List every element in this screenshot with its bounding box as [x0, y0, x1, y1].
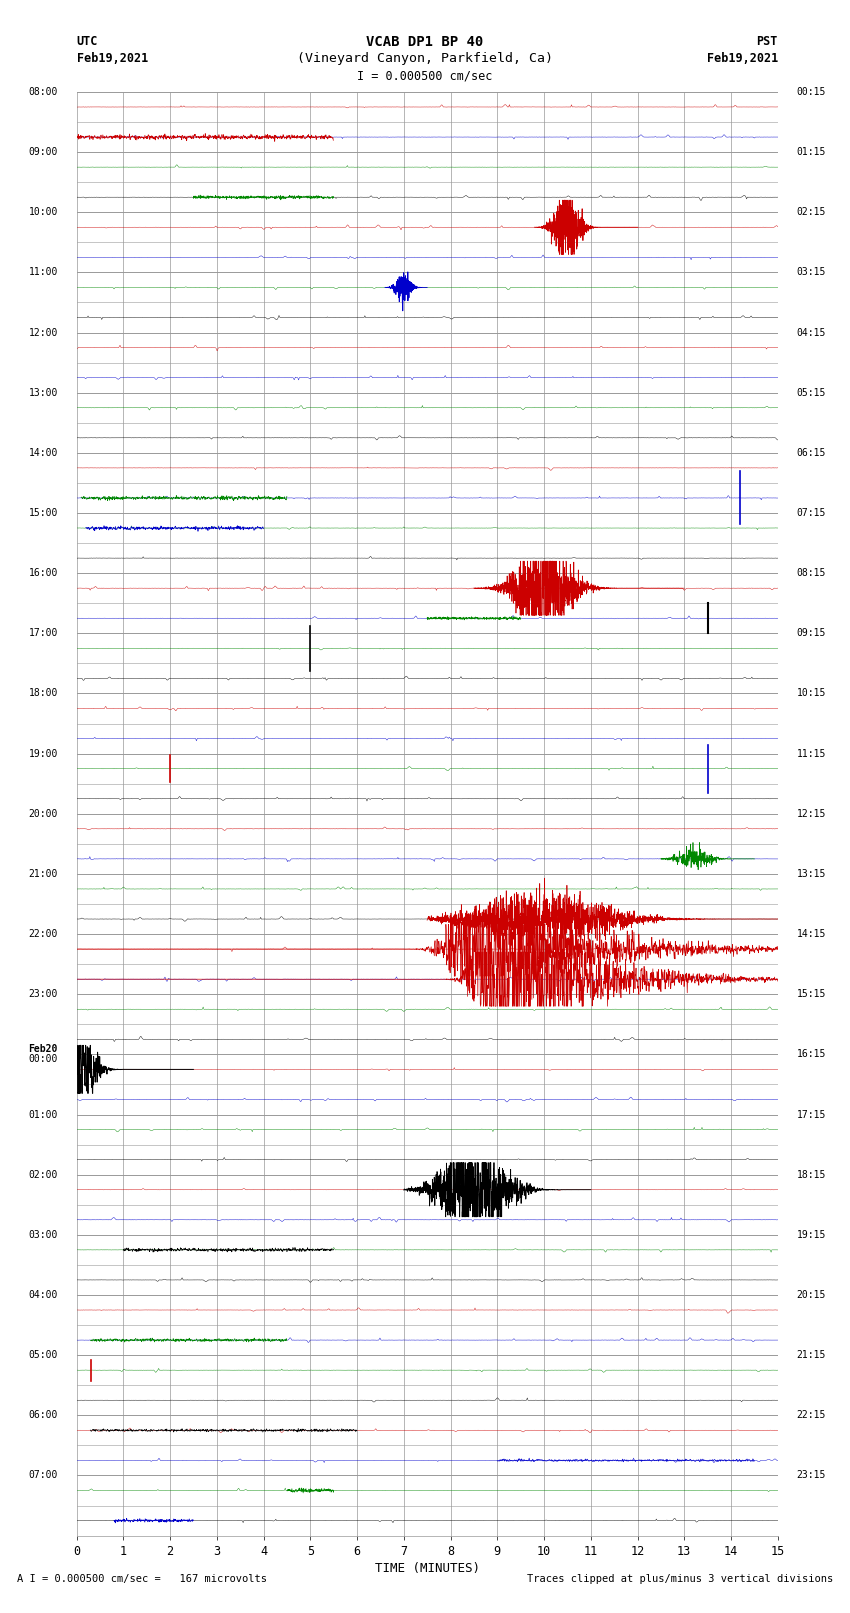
Text: 13:00: 13:00	[28, 387, 58, 398]
Text: Traces clipped at plus/minus 3 vertical divisions: Traces clipped at plus/minus 3 vertical …	[527, 1574, 833, 1584]
Text: 21:15: 21:15	[796, 1350, 826, 1360]
Text: 09:15: 09:15	[796, 629, 826, 639]
Text: 05:15: 05:15	[796, 387, 826, 398]
Text: 23:15: 23:15	[796, 1471, 826, 1481]
Text: 01:00: 01:00	[28, 1110, 58, 1119]
Text: 08:00: 08:00	[28, 87, 58, 97]
Text: 14:15: 14:15	[796, 929, 826, 939]
Text: 08:15: 08:15	[796, 568, 826, 577]
Text: 11:15: 11:15	[796, 748, 826, 758]
Text: 17:15: 17:15	[796, 1110, 826, 1119]
Text: 04:15: 04:15	[796, 327, 826, 337]
X-axis label: TIME (MINUTES): TIME (MINUTES)	[375, 1561, 479, 1574]
Text: PST: PST	[756, 35, 778, 48]
Text: UTC: UTC	[76, 35, 98, 48]
Text: Feb20: Feb20	[28, 1044, 58, 1055]
Text: 04:00: 04:00	[28, 1290, 58, 1300]
Text: 07:00: 07:00	[28, 1471, 58, 1481]
Text: 18:15: 18:15	[796, 1169, 826, 1179]
Text: 03:15: 03:15	[796, 268, 826, 277]
Text: Feb19,2021: Feb19,2021	[706, 52, 778, 65]
Text: 05:00: 05:00	[28, 1350, 58, 1360]
Text: 15:00: 15:00	[28, 508, 58, 518]
Text: 21:00: 21:00	[28, 869, 58, 879]
Text: I = 0.000500 cm/sec: I = 0.000500 cm/sec	[357, 69, 493, 82]
Text: 16:00: 16:00	[28, 568, 58, 577]
Text: 00:15: 00:15	[796, 87, 826, 97]
Text: 20:15: 20:15	[796, 1290, 826, 1300]
Text: Feb19,2021: Feb19,2021	[76, 52, 148, 65]
Text: 16:15: 16:15	[796, 1050, 826, 1060]
Text: 13:15: 13:15	[796, 869, 826, 879]
Text: 18:00: 18:00	[28, 689, 58, 698]
Text: 01:15: 01:15	[796, 147, 826, 156]
Text: 06:15: 06:15	[796, 448, 826, 458]
Text: 23:00: 23:00	[28, 989, 58, 998]
Text: 12:15: 12:15	[796, 808, 826, 819]
Text: 19:00: 19:00	[28, 748, 58, 758]
Text: 09:00: 09:00	[28, 147, 58, 156]
Text: 07:15: 07:15	[796, 508, 826, 518]
Text: 17:00: 17:00	[28, 629, 58, 639]
Text: 00:00: 00:00	[28, 1055, 58, 1065]
Text: 03:00: 03:00	[28, 1229, 58, 1240]
Text: 19:15: 19:15	[796, 1229, 826, 1240]
Text: A I = 0.000500 cm/sec =   167 microvolts: A I = 0.000500 cm/sec = 167 microvolts	[17, 1574, 267, 1584]
Text: 10:00: 10:00	[28, 206, 58, 218]
Text: 02:00: 02:00	[28, 1169, 58, 1179]
Text: 12:00: 12:00	[28, 327, 58, 337]
Text: 02:15: 02:15	[796, 206, 826, 218]
Text: 10:15: 10:15	[796, 689, 826, 698]
Text: (Vineyard Canyon, Parkfield, Ca): (Vineyard Canyon, Parkfield, Ca)	[297, 52, 553, 65]
Text: 06:00: 06:00	[28, 1410, 58, 1421]
Text: 22:15: 22:15	[796, 1410, 826, 1421]
Text: VCAB DP1 BP 40: VCAB DP1 BP 40	[366, 35, 484, 50]
Text: 11:00: 11:00	[28, 268, 58, 277]
Text: 22:00: 22:00	[28, 929, 58, 939]
Text: 15:15: 15:15	[796, 989, 826, 998]
Text: 14:00: 14:00	[28, 448, 58, 458]
Text: 20:00: 20:00	[28, 808, 58, 819]
